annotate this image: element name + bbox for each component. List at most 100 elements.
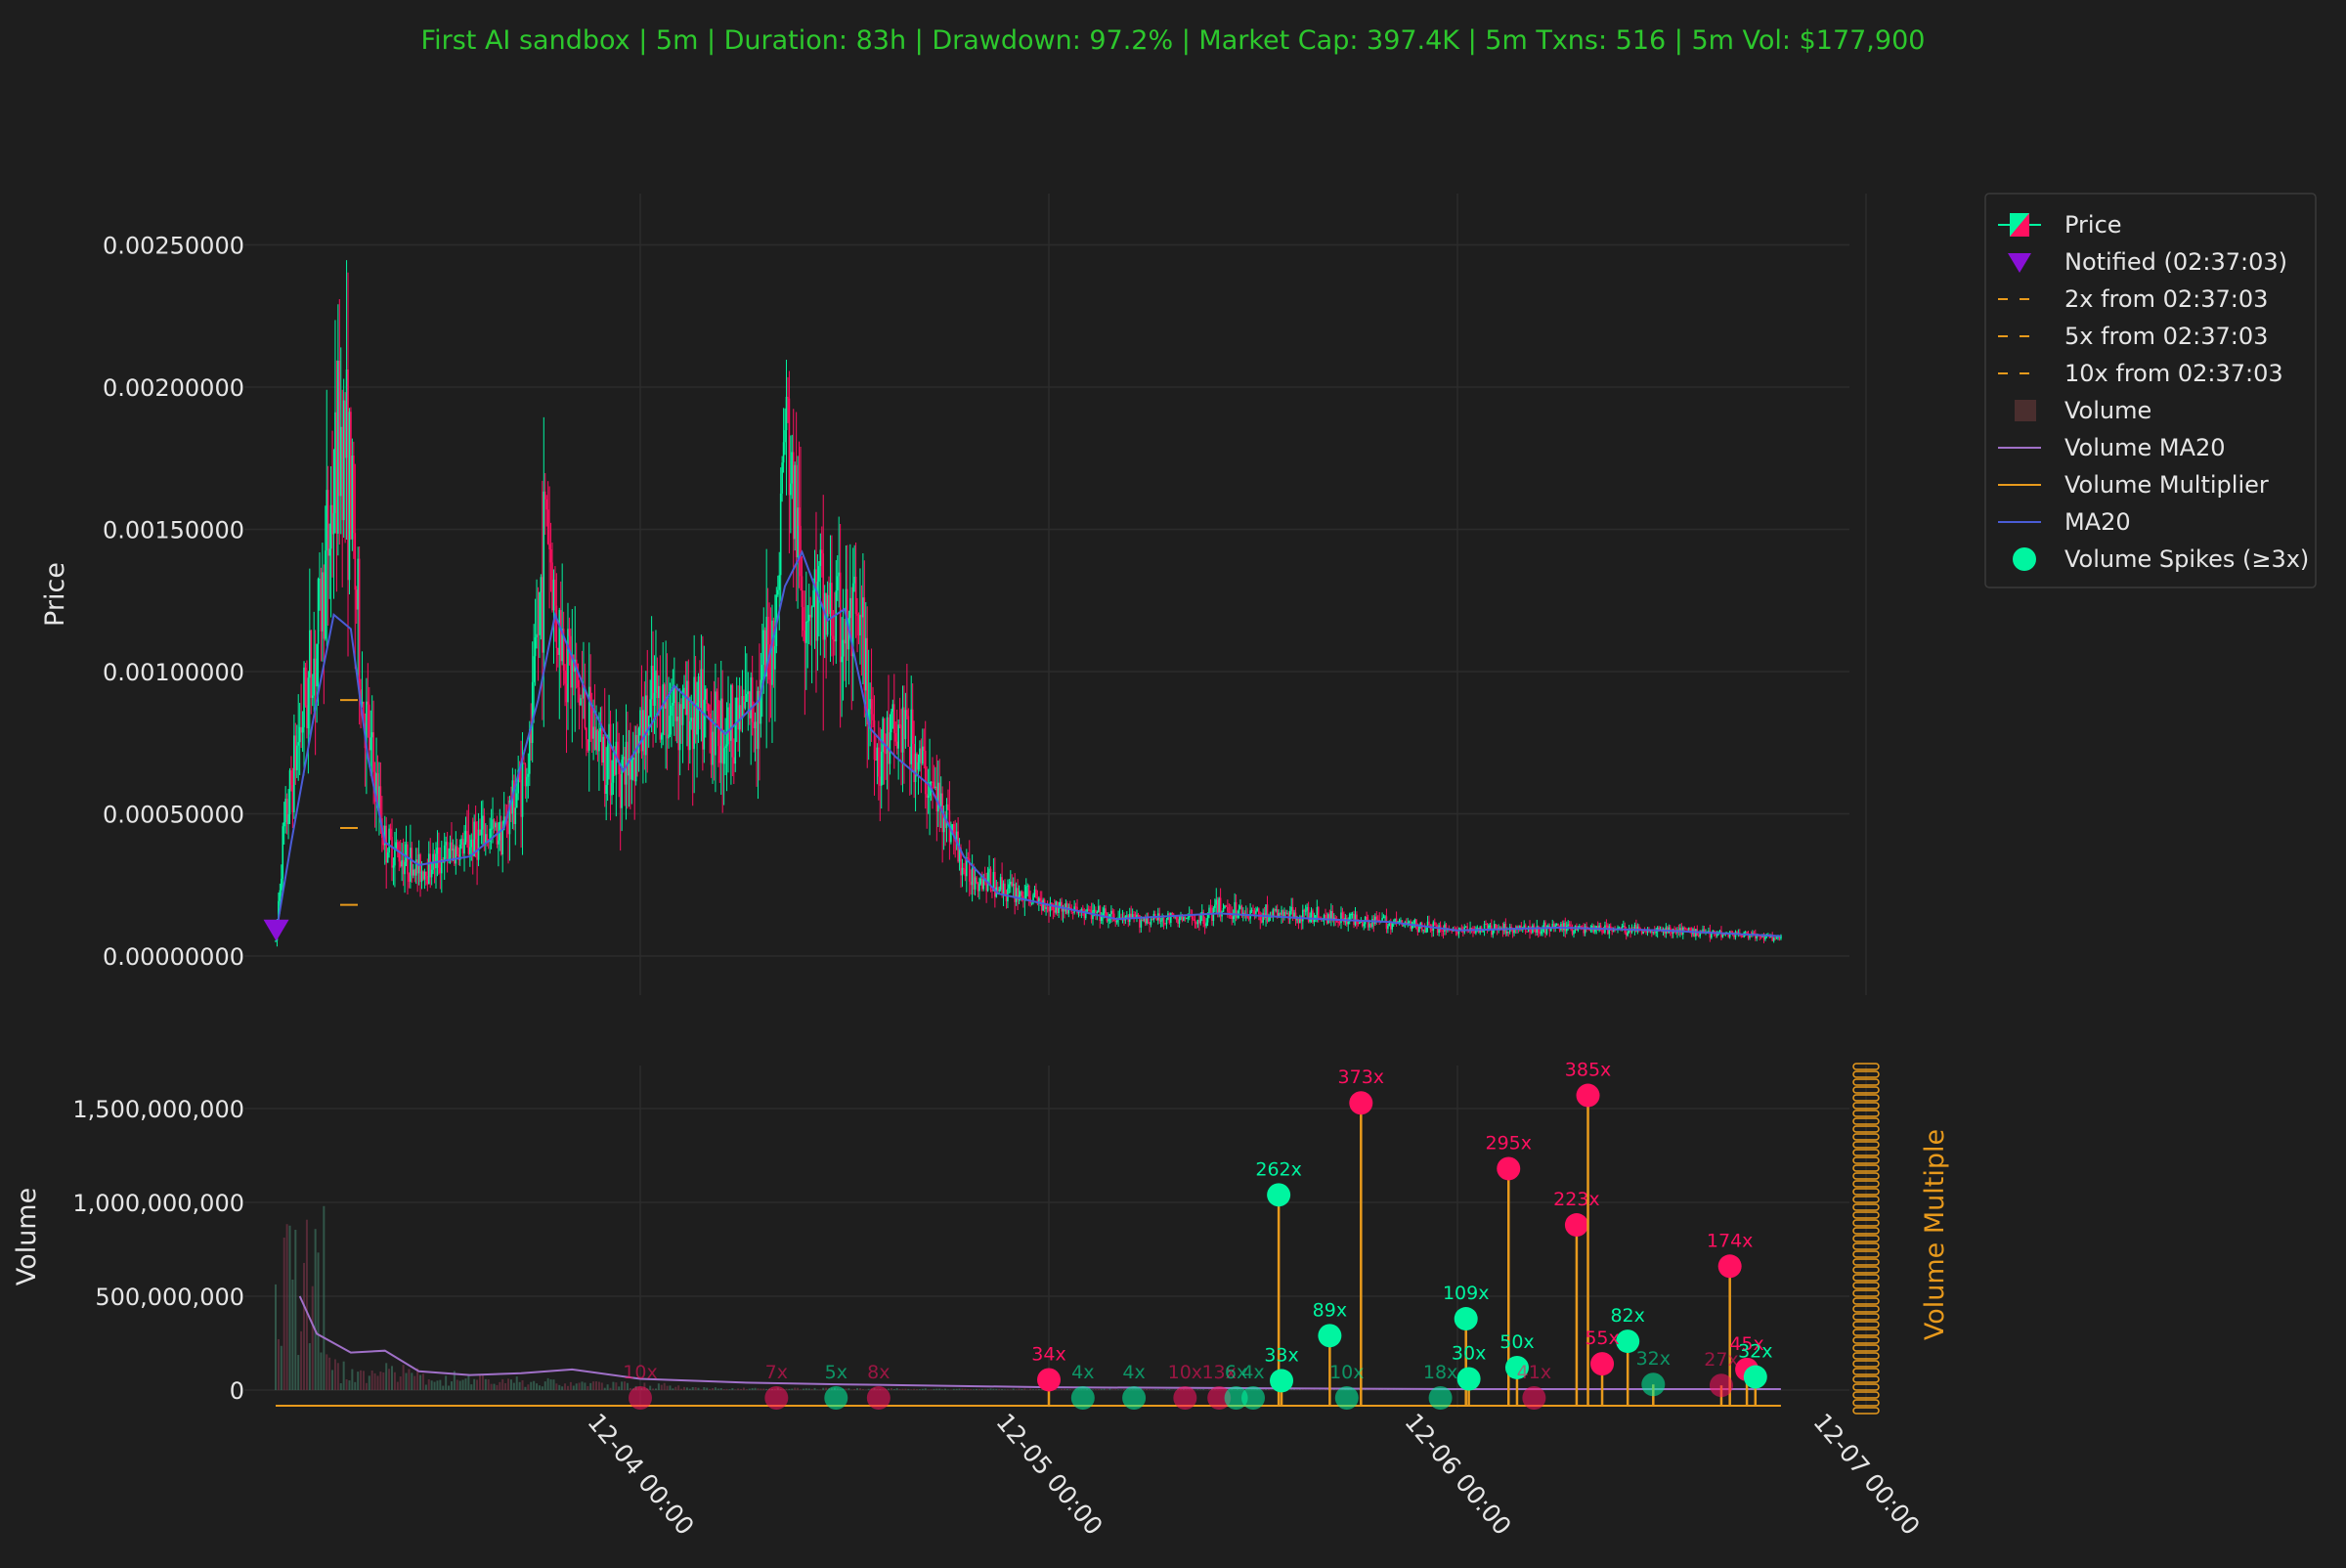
price-candle bbox=[864, 597, 866, 690]
volume-bar bbox=[755, 1388, 757, 1390]
price-candle bbox=[372, 732, 374, 772]
volume-bar bbox=[607, 1384, 609, 1390]
volume-spike-label: 7x bbox=[765, 1362, 788, 1383]
volume-spike-marker bbox=[1457, 1367, 1481, 1390]
price-candle bbox=[812, 590, 814, 607]
volume-bar bbox=[956, 1389, 958, 1390]
price-candle bbox=[748, 691, 750, 694]
price-candle bbox=[501, 830, 503, 854]
price-candle bbox=[468, 834, 470, 854]
price-candle bbox=[791, 452, 793, 483]
price-candle bbox=[1305, 911, 1307, 912]
volume-bar bbox=[709, 1389, 711, 1390]
price-candle bbox=[900, 725, 902, 752]
volume-bar bbox=[519, 1382, 521, 1390]
volume-y-tick: 1,500,000,000 bbox=[72, 1096, 244, 1123]
price-candle bbox=[1572, 930, 1574, 935]
volume-bar bbox=[1016, 1389, 1018, 1390]
price-candle bbox=[419, 854, 421, 882]
price-y-tick: 0.00050000 bbox=[103, 802, 244, 829]
price-candle bbox=[683, 688, 685, 690]
price-candle bbox=[1536, 926, 1538, 933]
volume-bar bbox=[1023, 1388, 1025, 1390]
price-candle bbox=[337, 361, 339, 534]
price-candle bbox=[912, 710, 914, 744]
volume-spike-label: 32x bbox=[1636, 1348, 1671, 1370]
price-candle bbox=[1374, 917, 1376, 924]
volume-spike-label: 4x bbox=[1071, 1362, 1094, 1383]
volume-bar bbox=[1149, 1389, 1151, 1390]
volume-spike-label: 385x bbox=[1565, 1060, 1612, 1081]
volume-bar bbox=[1064, 1389, 1065, 1390]
volume-bar bbox=[579, 1382, 581, 1390]
volume-spike-marker bbox=[1455, 1307, 1478, 1330]
price-candle bbox=[654, 693, 656, 706]
price-candle bbox=[1518, 927, 1520, 928]
price-candle bbox=[422, 871, 424, 879]
price-candle bbox=[1258, 908, 1260, 914]
price-candle bbox=[932, 782, 934, 783]
price-candle bbox=[934, 787, 936, 788]
price-candle bbox=[1000, 877, 1002, 890]
price-candle bbox=[1308, 907, 1310, 922]
price-candle bbox=[897, 724, 899, 749]
price-candle bbox=[473, 822, 475, 856]
price-candle bbox=[1434, 922, 1436, 925]
price-candle bbox=[341, 427, 343, 520]
price-candle bbox=[406, 845, 408, 862]
volume-bar bbox=[291, 1280, 293, 1390]
price-candle bbox=[879, 776, 881, 785]
price-candle bbox=[762, 631, 764, 666]
price-candle bbox=[910, 710, 912, 764]
price-candle bbox=[1296, 919, 1298, 921]
price-candle bbox=[671, 706, 673, 716]
volume-bar bbox=[680, 1389, 682, 1390]
volume-bar bbox=[765, 1389, 767, 1390]
price-candle bbox=[308, 677, 310, 728]
price-candle bbox=[919, 749, 921, 762]
price-candle bbox=[300, 727, 302, 733]
volume-bar bbox=[822, 1388, 824, 1390]
volume-bar bbox=[677, 1385, 679, 1390]
price-candle bbox=[1097, 912, 1099, 913]
price-candle bbox=[1164, 923, 1166, 924]
price-candle bbox=[799, 507, 801, 526]
price-candle bbox=[435, 853, 437, 868]
volume-bar bbox=[360, 1371, 362, 1390]
price-candle bbox=[793, 452, 795, 539]
price-candle bbox=[831, 583, 833, 635]
volume-bar bbox=[862, 1389, 864, 1390]
price-candle bbox=[1205, 923, 1207, 927]
volume-bar bbox=[845, 1388, 847, 1390]
price-candle bbox=[309, 631, 311, 677]
volume-spike-marker bbox=[1497, 1156, 1520, 1180]
volume-bar bbox=[573, 1385, 575, 1390]
price-candle bbox=[1105, 908, 1107, 916]
price-candle bbox=[1161, 918, 1163, 921]
volume-bar bbox=[859, 1388, 861, 1390]
price-candle bbox=[1236, 902, 1238, 918]
price-candle bbox=[890, 732, 891, 763]
price-candle bbox=[778, 575, 780, 589]
price-candle bbox=[853, 577, 855, 584]
volume-spike-marker bbox=[1718, 1254, 1742, 1278]
price-candle bbox=[692, 718, 694, 749]
volume-bar bbox=[1101, 1389, 1103, 1390]
volume-bar bbox=[550, 1379, 552, 1390]
price-candle bbox=[1255, 911, 1257, 914]
volume-bar bbox=[658, 1383, 660, 1390]
volume-bar bbox=[916, 1389, 918, 1390]
price-candle bbox=[484, 815, 486, 844]
price-candle bbox=[1195, 923, 1197, 924]
price-candle bbox=[1531, 932, 1533, 933]
volume-bar bbox=[674, 1387, 676, 1390]
price-candle bbox=[613, 752, 615, 782]
price-candle bbox=[326, 490, 327, 550]
price-candle bbox=[1149, 922, 1151, 924]
price-candle bbox=[295, 735, 297, 769]
price-candle bbox=[1233, 916, 1235, 919]
volume-bar bbox=[456, 1380, 458, 1390]
price-candle bbox=[1588, 930, 1590, 931]
volume-bar bbox=[1265, 1389, 1267, 1390]
price-candle bbox=[1197, 920, 1199, 924]
